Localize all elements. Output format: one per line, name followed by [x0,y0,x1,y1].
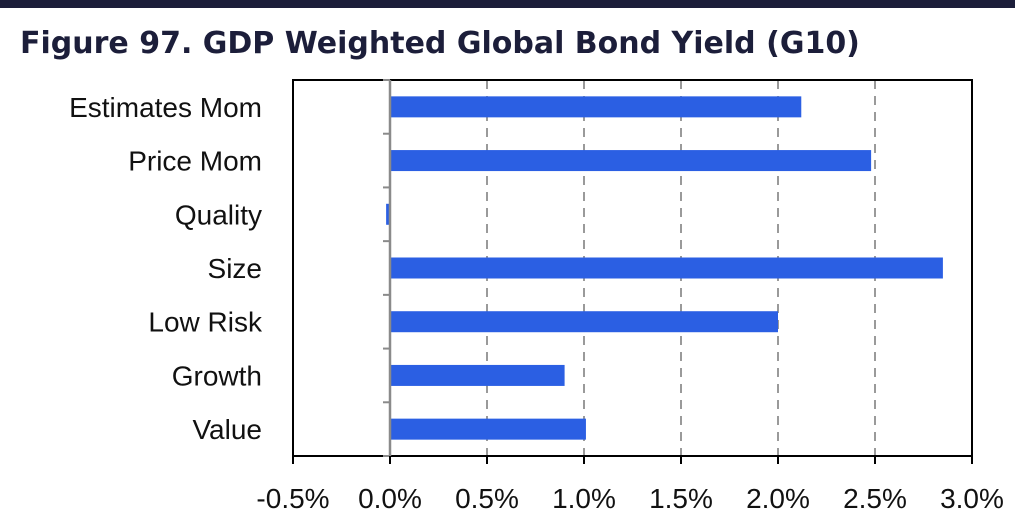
x-tick-label: 1.0% [552,483,616,514]
category-label: Price Mom [128,146,262,177]
bar-quality [386,203,390,225]
category-label: Quality [175,199,262,230]
bar-layer [386,96,943,440]
bar-value [390,418,586,440]
bar-growth [390,364,565,386]
x-tick-label: 3.0% [940,483,1004,514]
top-rule [0,0,1015,8]
x-tick-label: 2.0% [746,483,810,514]
axis-layer [292,79,973,464]
x-tick-label: 1.5% [649,483,713,514]
plot-frame [292,79,973,457]
x-tick-label: -0.5% [256,483,329,514]
category-label: Growth [172,360,262,391]
category-label: Size [208,253,262,284]
x-tick-label: 2.5% [843,483,907,514]
bar-estimates-mom [390,96,802,118]
category-label: Estimates Mom [69,92,262,123]
chart-title: Figure 97. GDP Weighted Global Bond Yiel… [20,26,860,61]
x-tick-label: 0.5% [455,483,519,514]
label-layer: -0.5% 0.0% 0.5% 1.0% 1.5% 2.0% 2.5% 3.0% Estimat… [69,92,1004,514]
category-label: Value [192,414,262,445]
bar-low-risk [390,311,778,333]
x-tick-label: 0.0% [358,483,422,514]
bar-price-mom [390,150,872,172]
bar-size [390,257,943,279]
category-label: Low Risk [148,307,263,338]
